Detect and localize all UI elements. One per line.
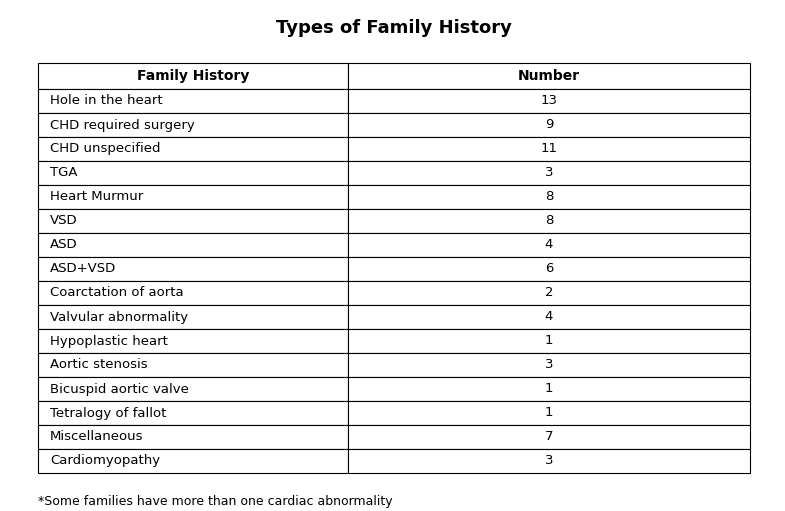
Text: Hypoplastic heart: Hypoplastic heart (50, 335, 168, 347)
Text: 3: 3 (545, 359, 553, 371)
Text: Tetralogy of fallot: Tetralogy of fallot (50, 406, 166, 420)
Text: CHD required surgery: CHD required surgery (50, 119, 195, 131)
Text: CHD unspecified: CHD unspecified (50, 143, 160, 155)
Text: 6: 6 (545, 263, 553, 275)
Bar (348, 329, 750, 353)
Bar (38, 353, 348, 377)
Text: 1: 1 (545, 406, 553, 420)
Text: 4: 4 (545, 239, 553, 251)
Text: Heart Murmur: Heart Murmur (50, 191, 143, 203)
Text: Types of Family History: Types of Family History (276, 19, 512, 37)
Bar (38, 233, 348, 257)
Bar (38, 161, 348, 185)
Text: Family History: Family History (137, 69, 249, 83)
Bar (38, 425, 348, 449)
Text: Miscellaneous: Miscellaneous (50, 430, 144, 444)
Bar (348, 89, 750, 113)
Bar (348, 281, 750, 305)
Text: 9: 9 (545, 119, 553, 131)
Text: TGA: TGA (50, 167, 78, 179)
Text: *Some families have more than one cardiac abnormality: *Some families have more than one cardia… (38, 495, 392, 507)
Bar (38, 185, 348, 209)
Text: Hole in the heart: Hole in the heart (50, 95, 162, 107)
Bar (348, 353, 750, 377)
Bar (348, 209, 750, 233)
Text: Bicuspid aortic valve: Bicuspid aortic valve (50, 383, 189, 396)
Bar (38, 281, 348, 305)
Bar (348, 377, 750, 401)
Text: Valvular abnormality: Valvular abnormality (50, 311, 188, 323)
Bar (38, 63, 348, 89)
Bar (38, 89, 348, 113)
Text: 4: 4 (545, 311, 553, 323)
Bar (348, 137, 750, 161)
Text: Coarctation of aorta: Coarctation of aorta (50, 287, 184, 299)
Text: 3: 3 (545, 167, 553, 179)
Text: 13: 13 (540, 95, 557, 107)
Text: 8: 8 (545, 191, 553, 203)
Bar (348, 257, 750, 281)
Text: ASD: ASD (50, 239, 78, 251)
Bar (38, 449, 348, 473)
Text: 3: 3 (545, 454, 553, 468)
Bar (348, 449, 750, 473)
Bar (348, 233, 750, 257)
Bar (348, 305, 750, 329)
Bar (38, 113, 348, 137)
Text: Cardiomyopathy: Cardiomyopathy (50, 454, 160, 468)
Bar (348, 425, 750, 449)
Text: ASD+VSD: ASD+VSD (50, 263, 116, 275)
Bar (38, 137, 348, 161)
Text: 2: 2 (545, 287, 553, 299)
Bar (38, 257, 348, 281)
Text: 1: 1 (545, 383, 553, 396)
Bar (38, 401, 348, 425)
Bar (38, 329, 348, 353)
Bar (348, 185, 750, 209)
Text: Number: Number (518, 69, 580, 83)
Text: 7: 7 (545, 430, 553, 444)
Text: 1: 1 (545, 335, 553, 347)
Bar (38, 209, 348, 233)
Bar (38, 377, 348, 401)
Bar (348, 113, 750, 137)
Text: Aortic stenosis: Aortic stenosis (50, 359, 148, 371)
Text: VSD: VSD (50, 215, 78, 227)
Text: 11: 11 (540, 143, 557, 155)
Bar (38, 305, 348, 329)
Text: 8: 8 (545, 215, 553, 227)
Bar (348, 401, 750, 425)
Bar (348, 161, 750, 185)
Bar (348, 63, 750, 89)
